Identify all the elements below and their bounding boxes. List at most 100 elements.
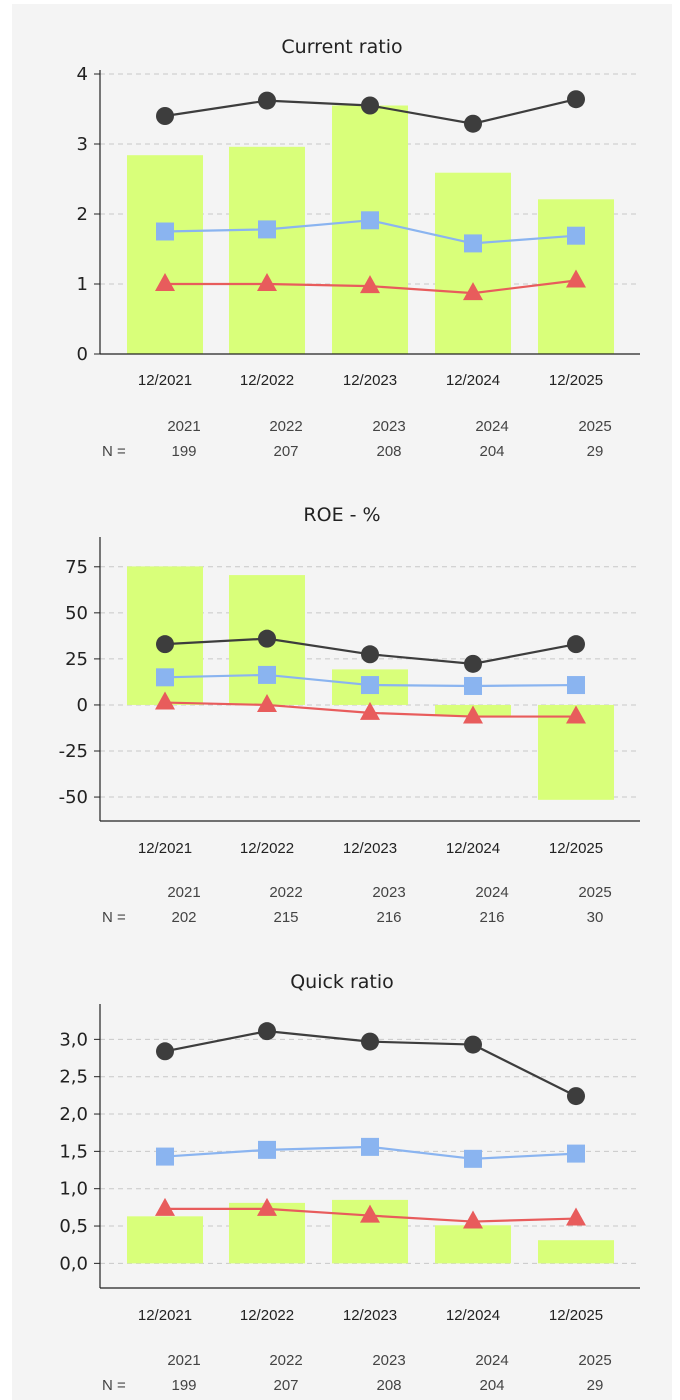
x-tick-label: 12/2024 bbox=[446, 1307, 500, 1324]
x-tick-label: 12/2025 bbox=[549, 1307, 603, 1324]
y-tick-label: 2 bbox=[77, 204, 88, 225]
year-label: 2023 bbox=[372, 1352, 405, 1369]
x-tick-label: 12/2022 bbox=[240, 372, 294, 389]
chart-title: Current ratio bbox=[281, 36, 402, 58]
point-circle bbox=[361, 645, 379, 664]
x-tick-label: 12/2024 bbox=[446, 840, 500, 857]
year-label: 2024 bbox=[475, 884, 508, 901]
point-triangle bbox=[566, 705, 586, 724]
x-tick-label: 12/2023 bbox=[343, 372, 397, 389]
n-label: N = bbox=[102, 443, 126, 460]
point-triangle bbox=[360, 275, 380, 294]
point-square bbox=[567, 226, 585, 245]
point-square bbox=[464, 1149, 482, 1168]
n-value: 215 bbox=[273, 909, 298, 926]
year-label: 2023 bbox=[372, 418, 405, 435]
n-value: 207 bbox=[273, 443, 298, 460]
chart-panel: Current ratio 0 1 2 3 4 12/2021 12/2022 12/2023 1… bbox=[12, 4, 672, 1400]
point-triangle bbox=[463, 1210, 483, 1229]
y-tick-label: 25 bbox=[65, 649, 88, 670]
point-triangle bbox=[360, 1204, 380, 1223]
point-square bbox=[464, 676, 482, 695]
y-tick-label: 0 bbox=[77, 344, 88, 365]
n-value: 207 bbox=[273, 1377, 298, 1394]
y-tick-label: 4 bbox=[77, 64, 88, 85]
chart-3: Quick ratio 0,0 0,5 1,0 1,5 2,0 2,5 3,0 12/2021 1… bbox=[59, 971, 640, 1394]
point-circle bbox=[361, 1032, 379, 1051]
x-tick-label: 12/2021 bbox=[138, 840, 192, 857]
point-square bbox=[361, 1137, 379, 1156]
point-circle bbox=[567, 1087, 585, 1106]
point-circle bbox=[464, 114, 482, 133]
x-tick-label: 12/2025 bbox=[549, 372, 603, 389]
n-value: 29 bbox=[587, 443, 604, 460]
year-label: 2025 bbox=[578, 884, 611, 901]
point-triangle bbox=[257, 693, 277, 712]
year-label: 2024 bbox=[475, 418, 508, 435]
point-triangle bbox=[566, 1207, 586, 1226]
y-tick-label: -25 bbox=[59, 741, 88, 762]
point-circle bbox=[258, 629, 276, 648]
point-circle bbox=[567, 90, 585, 109]
point-circle bbox=[258, 91, 276, 110]
n-value: 199 bbox=[171, 443, 196, 460]
y-tick-label: 2,0 bbox=[59, 1104, 88, 1125]
point-square bbox=[258, 665, 276, 684]
year-label: 2023 bbox=[372, 884, 405, 901]
x-tick-label: 12/2022 bbox=[240, 1307, 294, 1324]
point-square bbox=[361, 211, 379, 230]
y-tick-label: 0 bbox=[77, 695, 88, 716]
n-value: 204 bbox=[479, 1377, 504, 1394]
year-label: 2022 bbox=[269, 1352, 302, 1369]
point-triangle bbox=[566, 269, 586, 288]
bar bbox=[435, 1225, 511, 1264]
year-label: 2024 bbox=[475, 1352, 508, 1369]
year-label: 2021 bbox=[167, 884, 200, 901]
bar bbox=[332, 105, 408, 354]
point-triangle bbox=[360, 701, 380, 720]
point-triangle bbox=[155, 273, 175, 291]
point-square bbox=[567, 676, 585, 695]
x-tick-label: 12/2022 bbox=[240, 840, 294, 857]
y-tick-label: 3,0 bbox=[59, 1029, 88, 1050]
n-value: 204 bbox=[479, 443, 504, 460]
point-triangle bbox=[257, 1197, 277, 1216]
point-circle bbox=[258, 1022, 276, 1041]
bar bbox=[127, 155, 203, 354]
point-square bbox=[156, 222, 174, 241]
point-circle bbox=[464, 654, 482, 673]
chart-title: Quick ratio bbox=[290, 971, 394, 993]
bar bbox=[127, 1216, 203, 1264]
point-circle bbox=[156, 107, 174, 125]
year-label: 2025 bbox=[578, 418, 611, 435]
y-tick-label: 0,0 bbox=[59, 1253, 88, 1274]
n-label: N = bbox=[102, 1377, 126, 1394]
y-tick-label: 2,5 bbox=[59, 1067, 88, 1088]
y-tick-label: 50 bbox=[65, 603, 88, 624]
x-tick-label: 12/2023 bbox=[343, 1307, 397, 1324]
bar bbox=[435, 172, 511, 354]
n-value: 30 bbox=[587, 909, 604, 926]
point-circle bbox=[156, 1042, 174, 1061]
n-label: N = bbox=[102, 909, 126, 926]
point-circle bbox=[464, 1035, 482, 1054]
y-tick-label: 0,5 bbox=[59, 1216, 88, 1237]
point-square bbox=[258, 1140, 276, 1159]
chart-1: Current ratio 0 1 2 3 4 12/2021 12/2022 12/2023 1… bbox=[77, 36, 640, 460]
point-square bbox=[567, 1144, 585, 1163]
chart-title: ROE - % bbox=[303, 504, 380, 526]
x-tick-label: 12/2021 bbox=[138, 372, 192, 389]
bar bbox=[538, 1240, 614, 1264]
x-tick-label: 12/2024 bbox=[446, 372, 500, 389]
point-square bbox=[258, 220, 276, 239]
x-tick-label: 12/2021 bbox=[138, 1307, 192, 1324]
n-value: 208 bbox=[376, 443, 401, 460]
year-label: 2022 bbox=[269, 418, 302, 435]
point-triangle bbox=[257, 273, 277, 291]
y-tick-label: 1,0 bbox=[59, 1179, 88, 1200]
point-triangle bbox=[155, 1197, 175, 1216]
point-circle bbox=[567, 635, 585, 654]
y-tick-label: 1 bbox=[77, 274, 88, 295]
point-triangle bbox=[463, 705, 483, 724]
chart-2: ROE - % -50 -25 0 25 50 75 12/2021 12/2022 12/202… bbox=[59, 504, 640, 926]
